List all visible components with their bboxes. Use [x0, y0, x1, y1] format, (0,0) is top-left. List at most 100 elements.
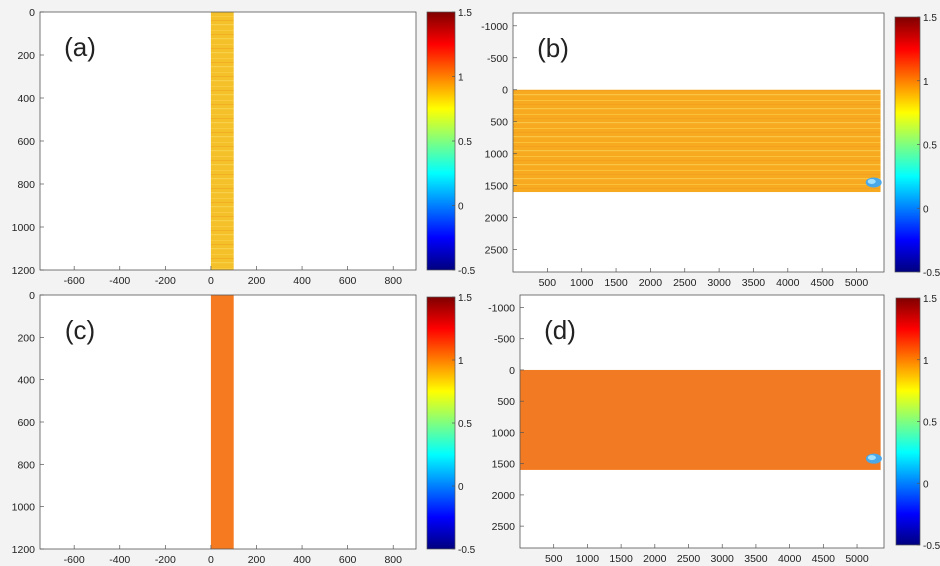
y-tick-label: -500 [487, 53, 508, 65]
colorbar-tick-label: 1 [458, 356, 464, 367]
panel-label: (b) [537, 33, 569, 63]
y-tick-label: 600 [17, 417, 35, 429]
colorbar-tick-label: -0.5 [923, 541, 940, 552]
y-tick-label: 2000 [492, 490, 516, 502]
y-tick-label: 1000 [485, 149, 509, 161]
y-tick-label: 1200 [12, 265, 36, 277]
x-tick-label: 2000 [639, 277, 663, 289]
colorbar-tick-label: 1 [923, 77, 929, 88]
y-tick-label: 1000 [492, 427, 516, 439]
colorbar [896, 298, 920, 545]
colorbar-tick-label: 1.5 [923, 294, 937, 305]
x-tick-label: 3000 [711, 553, 735, 565]
y-tick-label: -1000 [481, 21, 508, 33]
x-tick-label: 4500 [810, 277, 834, 289]
colorbar [427, 297, 455, 549]
x-tick-label: -600 [64, 554, 85, 566]
x-tick-label: 3500 [742, 277, 766, 289]
colorbar-tick-label: 1 [458, 73, 464, 84]
x-tick-label: 0 [208, 554, 214, 566]
y-tick-label: 800 [17, 459, 35, 471]
y-tick-label: 1000 [12, 502, 36, 514]
colorbar-tick-label: 1.5 [458, 8, 472, 19]
x-tick-label: 200 [248, 554, 266, 566]
y-tick-label: 1000 [12, 222, 36, 234]
panel-d: 500 1000 1500 2000 2500 3000 3500 4000 4500 5000-… [488, 294, 940, 565]
x-tick-label: -200 [155, 554, 176, 566]
colorbar-tick-label: 0 [458, 202, 464, 213]
colorbar-tick-label: -0.5 [458, 266, 476, 277]
y-tick-label: 0 [509, 365, 515, 377]
axes-frame [519, 294, 885, 549]
y-tick-label: 200 [17, 332, 35, 344]
colorbar [427, 12, 455, 270]
y-tick-label: 2500 [485, 245, 509, 257]
y-tick-label: 0 [502, 85, 508, 97]
axes-frame [512, 12, 885, 273]
panel-c: -600 -400 -200 0 200 400 600 800020040060080010… [12, 290, 476, 566]
colorbar-tick-label: 0 [923, 204, 929, 215]
x-tick-label: -400 [109, 554, 130, 566]
colorbar-tick-label: 0.5 [923, 418, 937, 429]
x-tick-label: 600 [339, 275, 357, 287]
x-tick-label: 400 [293, 554, 311, 566]
x-tick-label: 3500 [744, 553, 768, 565]
data-region [520, 369, 881, 470]
y-tick-label: 500 [497, 396, 515, 408]
y-tick-label: 1200 [12, 544, 36, 556]
y-tick-label: 0 [29, 7, 35, 19]
x-tick-label: 5000 [845, 553, 869, 565]
data-region [210, 12, 234, 270]
x-tick-label: 1000 [576, 553, 600, 565]
panel-a: -600 -400 -200 0 200 400 600 800020040060080010… [12, 7, 476, 287]
x-tick-label: 2500 [677, 553, 701, 565]
y-tick-label: 0 [29, 290, 35, 302]
y-tick-label: 1500 [485, 181, 509, 193]
y-tick-label: 2000 [485, 213, 509, 225]
data-region [513, 89, 881, 193]
x-tick-label: 0 [208, 275, 214, 287]
x-tick-label: 400 [293, 275, 311, 287]
x-tick-label: 5000 [845, 277, 869, 289]
colorbar-tick-label: 0 [458, 482, 464, 493]
panel-b: 500 1000 1500 2000 2500 3000 3500 4000 4500 5000 -… [481, 12, 940, 289]
colorbar-tick-label: 0 [923, 479, 929, 490]
y-tick-label: -500 [494, 334, 515, 346]
data-region [210, 295, 234, 549]
x-tick-label: 2000 [643, 553, 667, 565]
x-tick-label: 3000 [707, 277, 731, 289]
x-tick-label: 1500 [609, 553, 633, 565]
y-tick-label: -1000 [488, 302, 515, 314]
colorbar-tick-label: 1.5 [923, 13, 937, 24]
x-tick-label: 4000 [776, 277, 800, 289]
x-tick-label: 500 [539, 277, 557, 289]
panel-label: (a) [64, 32, 96, 62]
colorbar [895, 17, 920, 272]
panel-label: (c) [65, 315, 95, 345]
x-tick-label: 200 [248, 275, 266, 287]
x-tick-label: 1500 [604, 277, 628, 289]
colorbar-tick-label: 1 [923, 356, 929, 367]
x-tick-label: 500 [545, 553, 563, 565]
x-tick-label: 4500 [812, 553, 836, 565]
y-tick-label: 2500 [492, 521, 516, 533]
colorbar-tick-label: 0.5 [458, 419, 472, 430]
y-tick-label: 400 [17, 375, 35, 387]
colorbar-tick-label: 0.5 [923, 141, 937, 152]
colorbar-tick-label: 0.5 [458, 137, 472, 148]
anomaly-highlight [867, 178, 876, 184]
x-tick-label: 2500 [673, 277, 697, 289]
x-tick-label: 800 [384, 554, 402, 566]
x-tick-label: -600 [64, 275, 85, 287]
y-tick-label: 600 [17, 136, 35, 148]
panel-label: (d) [544, 315, 576, 345]
y-tick-label: 200 [17, 50, 35, 62]
colorbar-tick-label: -0.5 [923, 268, 940, 279]
x-tick-label: 600 [339, 554, 357, 566]
x-tick-label: -200 [155, 275, 176, 287]
x-tick-label: -400 [109, 275, 130, 287]
colorbar-tick-label: 1.5 [458, 293, 472, 304]
x-tick-label: 800 [384, 275, 402, 287]
y-tick-label: 1500 [492, 459, 516, 471]
